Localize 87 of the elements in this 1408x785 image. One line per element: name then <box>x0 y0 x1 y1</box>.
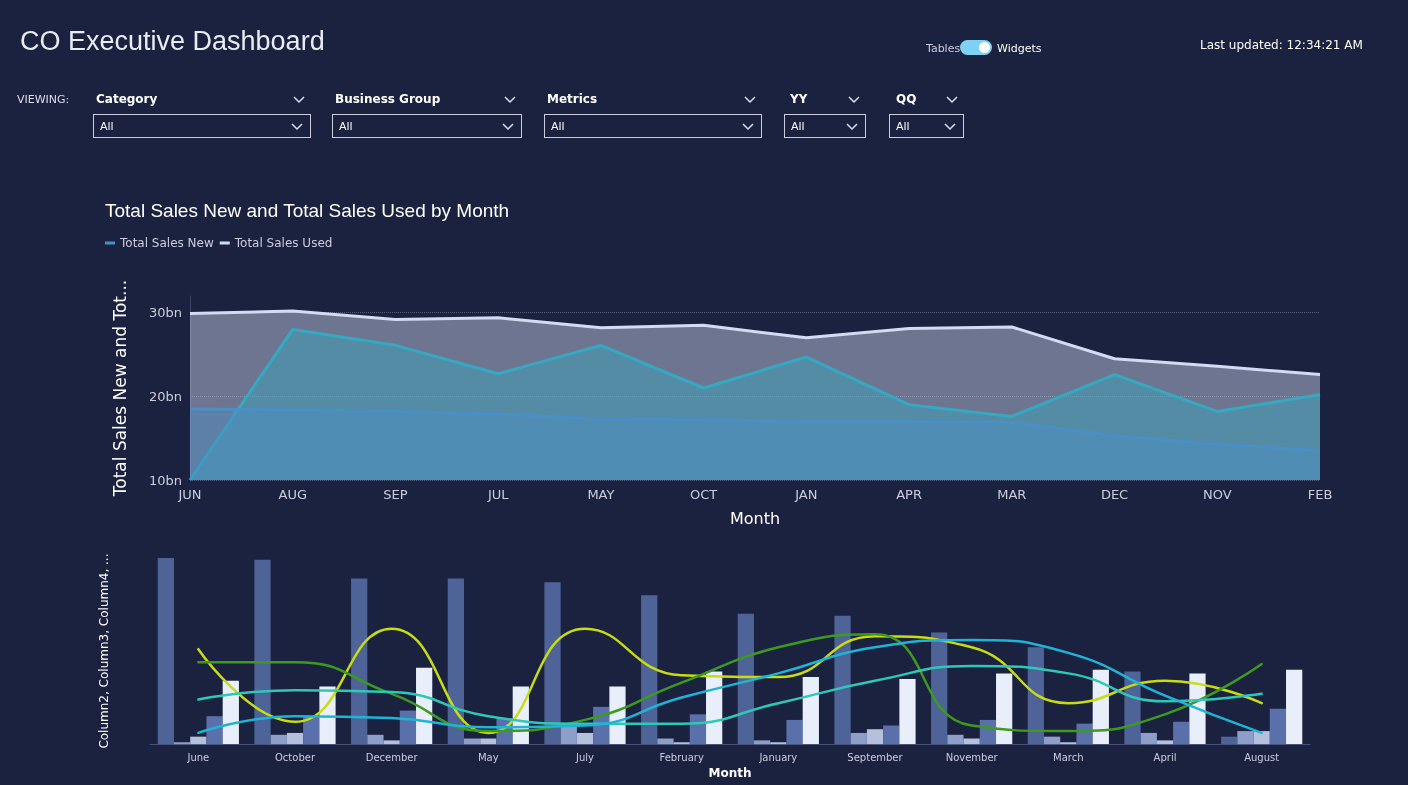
text: YY <box>790 92 808 106</box>
x-tick-label: May <box>477 751 499 763</box>
x-axis-title: Month <box>729 508 781 528</box>
x-tick-label: December <box>365 751 419 763</box>
y-axis-title: Total Sales New and Tot... <box>109 279 130 498</box>
legend-label: Total Sales Used <box>233 236 333 250</box>
x-tick-label: February <box>659 751 704 763</box>
bar <box>641 595 658 745</box>
text: All <box>889 114 964 138</box>
bar <box>1173 721 1190 745</box>
bar <box>190 736 207 745</box>
x-tick-label: August <box>1244 751 1280 763</box>
bar <box>351 578 368 745</box>
bar <box>786 719 803 745</box>
bar <box>802 677 819 745</box>
bar <box>996 673 1013 745</box>
bar <box>931 632 948 745</box>
text: QQ <box>896 92 917 106</box>
x-tick-label: MAR <box>997 487 1027 502</box>
text: Category <box>96 92 158 106</box>
bar <box>883 725 900 745</box>
x-tick-label: APR <box>896 487 922 502</box>
x-tick-label: JUN <box>177 487 202 502</box>
x-tick-label: April <box>1153 751 1177 763</box>
x-tick-label: SEP <box>383 487 408 502</box>
bar <box>866 729 884 745</box>
y-tick-label: 20bn <box>148 388 182 404</box>
x-tick-label: OCT <box>690 487 718 502</box>
x-tick-label: July <box>575 751 595 763</box>
y-tick-label: 10bn <box>148 472 182 488</box>
bar <box>254 559 271 745</box>
x-tick-label: September <box>847 751 904 763</box>
x-tick-label: NOV <box>1202 487 1232 502</box>
bar <box>834 615 851 745</box>
y-axis-title: Column2, Column3, Column4, ... <box>97 553 111 749</box>
bar <box>1269 708 1287 745</box>
bar <box>657 738 674 745</box>
bar <box>270 734 287 745</box>
text: All <box>93 114 311 138</box>
legend-label: Total Sales New <box>119 236 214 250</box>
bar <box>206 716 223 745</box>
text: Metrics <box>547 92 598 106</box>
x-tick-label: JAN <box>794 487 818 502</box>
x-tick-label: DEC <box>1100 487 1129 502</box>
text: CO Executive Dashboard <box>20 26 325 57</box>
x-tick-label: FEB <box>1307 487 1333 502</box>
bar <box>544 582 561 745</box>
bar <box>157 558 174 745</box>
bar <box>1140 732 1157 745</box>
bar <box>753 740 771 745</box>
text: Tables <box>926 42 961 55</box>
text: VIEWING: <box>17 93 70 106</box>
x-tick-label: AUG <box>278 487 307 502</box>
bar <box>850 732 867 745</box>
bar <box>1221 736 1238 745</box>
bar <box>1253 731 1270 745</box>
bar <box>1027 647 1044 745</box>
bar <box>1286 669 1303 745</box>
text: Business Group <box>335 92 441 106</box>
bar <box>947 734 964 745</box>
bar <box>899 678 916 745</box>
text: Widgets <box>997 42 1042 55</box>
bar <box>1043 736 1061 745</box>
bar <box>689 714 707 745</box>
bar <box>447 578 464 745</box>
y-tick-label: 30bn <box>148 305 182 321</box>
bar <box>286 732 304 745</box>
bar <box>383 740 400 745</box>
x-tick-label: November <box>945 751 999 763</box>
x-tick-label: JUL <box>486 487 510 502</box>
bar <box>367 734 384 745</box>
text: All <box>784 114 866 138</box>
chart-title: Total Sales New and Total Sales Used by Month <box>105 200 510 221</box>
text: All <box>332 114 522 138</box>
x-tick-label: January <box>758 751 798 763</box>
text: All <box>544 114 762 138</box>
x-tick-label: March <box>1053 751 1084 763</box>
text: Last updated: 12:34:21 AM <box>1200 38 1363 52</box>
bar <box>1156 740 1174 745</box>
x-tick-label: June <box>186 751 210 763</box>
x-tick-label: October <box>274 751 316 763</box>
bar <box>737 613 754 745</box>
bar <box>1237 731 1254 745</box>
bar <box>399 710 417 745</box>
x-tick-label: MAY <box>587 487 615 502</box>
bar <box>576 732 594 745</box>
x-axis-title: Month <box>708 766 752 780</box>
